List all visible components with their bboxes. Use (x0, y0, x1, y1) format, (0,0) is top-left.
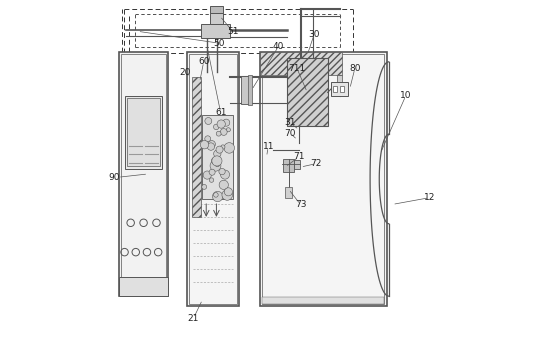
Circle shape (213, 124, 219, 130)
Text: 71: 71 (293, 152, 305, 161)
Text: 51: 51 (227, 27, 238, 36)
Circle shape (202, 184, 207, 189)
Circle shape (205, 136, 211, 142)
Circle shape (200, 140, 208, 149)
Circle shape (217, 120, 225, 128)
Text: 50: 50 (213, 39, 225, 48)
Circle shape (210, 178, 214, 182)
Circle shape (221, 129, 227, 135)
Text: 70: 70 (284, 129, 296, 138)
Bar (125, 95, 162, 169)
Text: 61: 61 (215, 108, 227, 117)
Bar (262, 297, 384, 303)
Circle shape (219, 180, 228, 190)
Text: 80: 80 (349, 64, 361, 73)
Bar (119, 277, 168, 296)
Bar (285, 187, 292, 198)
Circle shape (224, 188, 233, 196)
Circle shape (213, 193, 218, 197)
Text: 12: 12 (424, 193, 435, 202)
Text: 711: 711 (288, 64, 306, 73)
Bar (189, 54, 236, 303)
Bar (210, 13, 223, 25)
Bar (248, 75, 252, 105)
Circle shape (212, 156, 222, 166)
Bar (121, 54, 166, 294)
Circle shape (208, 140, 216, 148)
Circle shape (205, 118, 212, 124)
Text: 60: 60 (198, 57, 210, 66)
Bar (262, 54, 384, 303)
Circle shape (221, 170, 229, 179)
Bar (287, 58, 328, 127)
Circle shape (207, 143, 214, 150)
Circle shape (210, 160, 221, 171)
Bar (210, 6, 223, 13)
Text: 20: 20 (179, 68, 191, 76)
Text: 72: 72 (310, 159, 321, 168)
Bar (339, 86, 344, 92)
Bar (294, 160, 300, 169)
Text: 90: 90 (108, 173, 120, 182)
Bar (333, 86, 337, 92)
Circle shape (213, 150, 221, 158)
Text: 10: 10 (400, 91, 411, 100)
Circle shape (219, 168, 225, 175)
Circle shape (216, 131, 221, 136)
Text: 40: 40 (273, 42, 284, 51)
Text: 11: 11 (262, 142, 274, 151)
Bar (201, 25, 230, 38)
Bar (241, 76, 250, 104)
Bar (192, 77, 201, 217)
Circle shape (211, 158, 218, 164)
Bar (283, 159, 294, 172)
Text: 30: 30 (309, 30, 320, 39)
Bar (331, 82, 348, 96)
Text: 31: 31 (284, 118, 296, 128)
Bar (337, 75, 342, 82)
Circle shape (223, 119, 230, 126)
Bar (260, 51, 343, 75)
Text: 21: 21 (188, 314, 199, 323)
Bar (127, 98, 160, 166)
Bar (260, 51, 387, 306)
Bar (119, 51, 168, 296)
Bar (202, 115, 233, 199)
Circle shape (221, 145, 225, 149)
Circle shape (216, 146, 223, 153)
Circle shape (212, 191, 223, 202)
Circle shape (224, 143, 234, 153)
Text: 73: 73 (295, 200, 306, 209)
Circle shape (222, 190, 233, 200)
Circle shape (209, 169, 215, 175)
Circle shape (203, 171, 211, 179)
Circle shape (227, 128, 230, 132)
Circle shape (215, 162, 219, 167)
Bar (186, 51, 239, 306)
